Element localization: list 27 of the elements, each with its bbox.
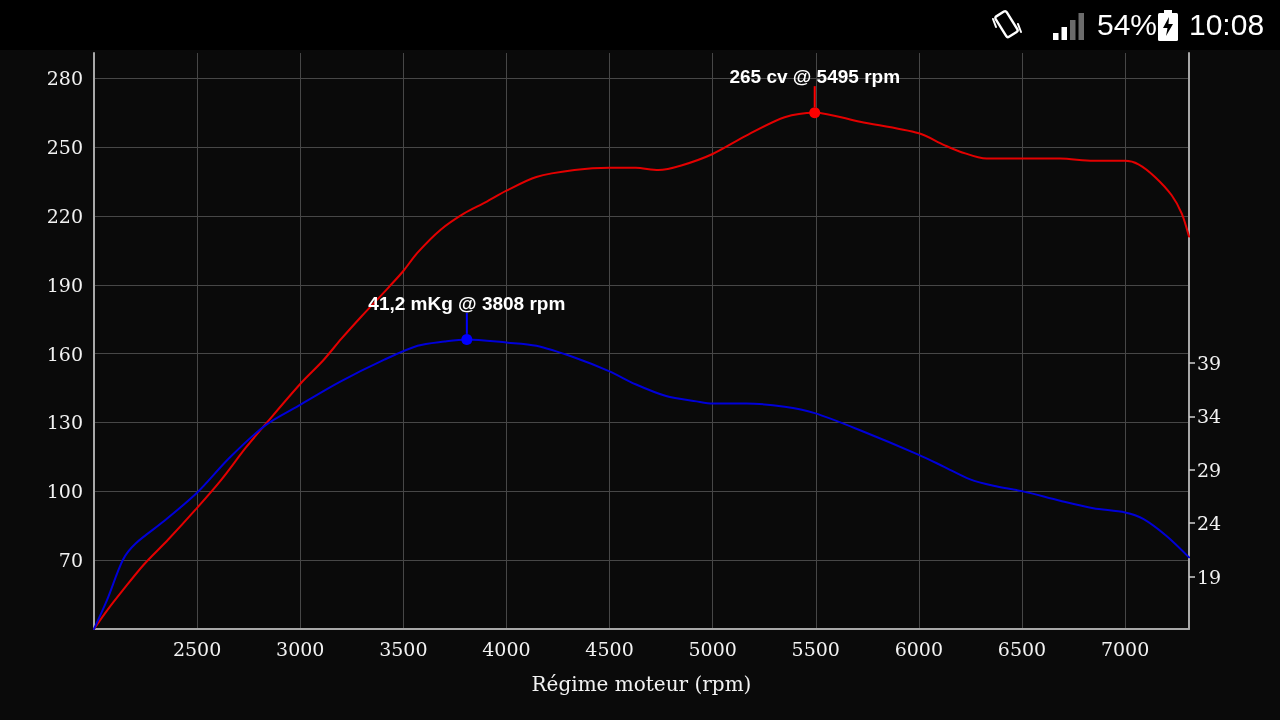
y-tick-label: 70 xyxy=(58,549,83,572)
x-axis-title: Régime moteur (rpm) xyxy=(531,672,752,696)
y-tick-label: 160 xyxy=(46,342,83,365)
y2-tick-label: 34 xyxy=(1197,405,1222,428)
x-tick-label: 7000 xyxy=(1100,637,1150,660)
x-tick-label: 6500 xyxy=(997,637,1047,660)
text: 54% xyxy=(1097,7,1158,43)
x-tick-label: 5500 xyxy=(791,637,840,660)
data-label: 265 cv @ 5495 rpm xyxy=(729,66,901,88)
x-tick-label: 2500 xyxy=(172,637,222,660)
text: 10:08 xyxy=(1189,7,1265,43)
x-tick-label: 4500 xyxy=(585,637,634,660)
x-tick-label: 4000 xyxy=(482,637,531,660)
x-tick-label: 5000 xyxy=(688,637,737,660)
x-tick-label: 6000 xyxy=(894,637,944,660)
y-tick-label: 190 xyxy=(46,273,83,296)
y-tick-label: 280 xyxy=(46,67,83,90)
y2-tick-label: 39 xyxy=(1197,351,1222,374)
y2-tick-label: 19 xyxy=(1197,565,1222,588)
x-tick-label: 3000 xyxy=(276,637,325,660)
y-tick-label: 220 xyxy=(46,204,83,227)
x-tick-label: 3500 xyxy=(379,637,428,660)
y-tick-label: 100 xyxy=(46,480,83,503)
y-tick-label: 130 xyxy=(46,411,83,434)
y2-tick-label: 29 xyxy=(1197,458,1222,481)
y-tick-label: 250 xyxy=(46,136,83,159)
y2-tick-label: 24 xyxy=(1197,512,1222,535)
